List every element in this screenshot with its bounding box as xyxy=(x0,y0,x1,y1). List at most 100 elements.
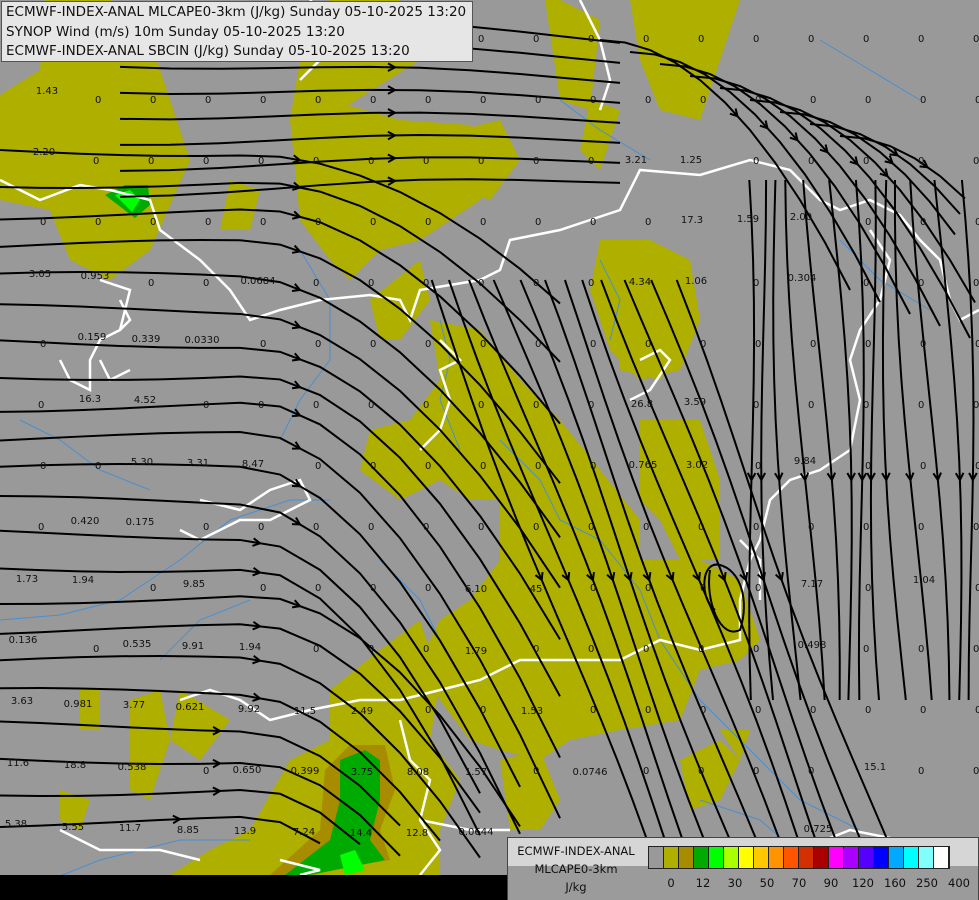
sbcin-value-zero: 0 xyxy=(920,461,926,472)
wind-arrow-icon xyxy=(881,472,891,483)
wind-streamline xyxy=(881,179,907,701)
legend-swatch xyxy=(769,847,784,868)
legend-swatch xyxy=(724,847,739,868)
sbcin-value-zero: 0 xyxy=(478,522,484,533)
sbcin-value: 0.0330 xyxy=(185,335,220,346)
sbcin-value-zero: 0 xyxy=(590,583,596,594)
wind-arrow-icon xyxy=(291,599,302,609)
sbcin-value: 3.02 xyxy=(686,460,708,471)
sbcin-value-zero: 0 xyxy=(315,217,321,228)
sbcin-value-zero: 0 xyxy=(755,705,761,716)
legend-tick-label: 30 xyxy=(727,876,743,890)
wind-arrow-icon xyxy=(905,472,915,483)
sbcin-value: 9.84 xyxy=(794,456,816,467)
sbcin-value-zero: 0 xyxy=(755,583,761,594)
sbcin-value: 26.8 xyxy=(631,399,653,410)
sbcin-value: 9.91 xyxy=(182,641,204,652)
wind-streamline xyxy=(623,279,837,841)
wind-arrow-icon xyxy=(746,472,757,483)
sbcin-value-zero: 0 xyxy=(590,217,596,228)
wind-arrow-icon xyxy=(212,758,223,769)
wind-streamline xyxy=(119,156,621,172)
sbcin-value-zero: 0 xyxy=(423,278,429,289)
country-border xyxy=(398,719,442,876)
sbcin-value-zero: 0 xyxy=(313,644,319,655)
sbcin-value: 7.17 xyxy=(801,579,823,590)
sbcin-value-zero: 0 xyxy=(258,156,264,167)
sbcin-value-zero: 0 xyxy=(975,217,979,228)
legend-tick-label: 12 xyxy=(695,876,711,890)
sbcin-value-zero: 0 xyxy=(480,95,486,106)
legend-ticks: 0 12 30 50 70 90 120 160 250 400 xyxy=(648,876,970,896)
sbcin-value-zero: 0 xyxy=(315,461,321,472)
sbcin-value: 0.136 xyxy=(9,635,38,646)
wind-arrow-icon xyxy=(606,571,616,582)
legend-tick-label: 0 xyxy=(667,876,675,890)
sbcin-value-zero: 0 xyxy=(863,400,869,411)
title-line-cape: ECMWF-INDEX-ANAL MLCAPE0-3km (J/kg) Sund… xyxy=(6,4,467,20)
wind-streamline xyxy=(869,179,880,701)
wind-streamline xyxy=(600,279,817,841)
sbcin-value-zero: 0 xyxy=(258,400,264,411)
sbcin-value-zero: 0 xyxy=(535,95,541,106)
sbcin-value-zero: 0 xyxy=(480,705,486,716)
wind-arrow-icon xyxy=(586,571,595,582)
wind-arrow-icon xyxy=(756,472,767,483)
sbcin-value: 2.20 xyxy=(33,147,55,158)
sbcin-value-zero: 0 xyxy=(533,278,539,289)
legend-swatch xyxy=(859,847,874,868)
sbcin-value: 9.92 xyxy=(238,704,260,715)
wind-arrow-icon xyxy=(387,153,398,164)
sbcin-value-zero: 0 xyxy=(425,217,431,228)
sbcin-value: 1.73 xyxy=(16,574,38,585)
wind-streamline xyxy=(0,271,561,538)
sbcin-value-zero: 0 xyxy=(753,278,759,289)
sbcin-value-zero: 0 xyxy=(753,34,759,45)
cape-area-low xyxy=(60,790,90,830)
sbcin-value: 0.538 xyxy=(118,762,147,773)
sbcin-value: 1.25 xyxy=(680,155,702,166)
sbcin-value-zero: 0 xyxy=(808,400,814,411)
legend-tick-label: 120 xyxy=(852,876,874,890)
sbcin-value-zero: 0 xyxy=(533,766,539,777)
sbcin-value-zero: 0 xyxy=(423,156,429,167)
sbcin-value-zero: 0 xyxy=(920,705,926,716)
legend-swatch xyxy=(919,847,934,868)
wind-streamline xyxy=(563,279,781,841)
sbcin-value: 45 xyxy=(530,584,543,595)
wind-streamline xyxy=(0,149,561,305)
sbcin-value-zero: 0 xyxy=(40,461,46,472)
sbcin-value-zero: 0 xyxy=(645,705,651,716)
sbcin-value: 16.3 xyxy=(79,394,101,405)
legend-swatch xyxy=(814,847,829,868)
cape-area-low xyxy=(170,620,460,875)
wind-streamline xyxy=(0,757,401,857)
sbcin-value-zero: 0 xyxy=(918,644,924,655)
sbcin-value: 1.43 xyxy=(36,86,58,97)
wind-streamline xyxy=(650,279,862,841)
wind-arrow-icon xyxy=(252,537,263,547)
wind-arrow-icon xyxy=(172,814,183,825)
sbcin-value: 5.55 xyxy=(62,822,84,833)
sbcin-value-zero: 0 xyxy=(93,644,99,655)
sbcin-value-zero: 0 xyxy=(918,766,924,777)
sbcin-value: 14.4 xyxy=(350,828,372,839)
cape-area-low xyxy=(720,730,750,760)
sbcin-value-zero: 0 xyxy=(973,522,979,533)
sbcin-value-zero: 0 xyxy=(315,583,321,594)
cape-area-low xyxy=(545,0,600,110)
sbcin-value-zero: 0 xyxy=(425,705,431,716)
country-border xyxy=(179,478,312,542)
sbcin-value-zero: 0 xyxy=(863,522,869,533)
sbcin-value-zero: 0 xyxy=(425,583,431,594)
legend-tick-label: 250 xyxy=(916,876,938,890)
sbcin-value-zero: 0 xyxy=(258,522,264,533)
sbcin-value: 11.5 xyxy=(294,706,316,717)
sbcin-value-zero: 0 xyxy=(370,95,376,106)
wind-arrow-icon xyxy=(692,571,701,582)
sbcin-value-zero: 0 xyxy=(260,95,266,106)
wind-arrow-icon xyxy=(819,144,829,154)
sbcin-value-zero: 0 xyxy=(425,461,431,472)
sbcin-value: 6.10 xyxy=(465,584,487,595)
